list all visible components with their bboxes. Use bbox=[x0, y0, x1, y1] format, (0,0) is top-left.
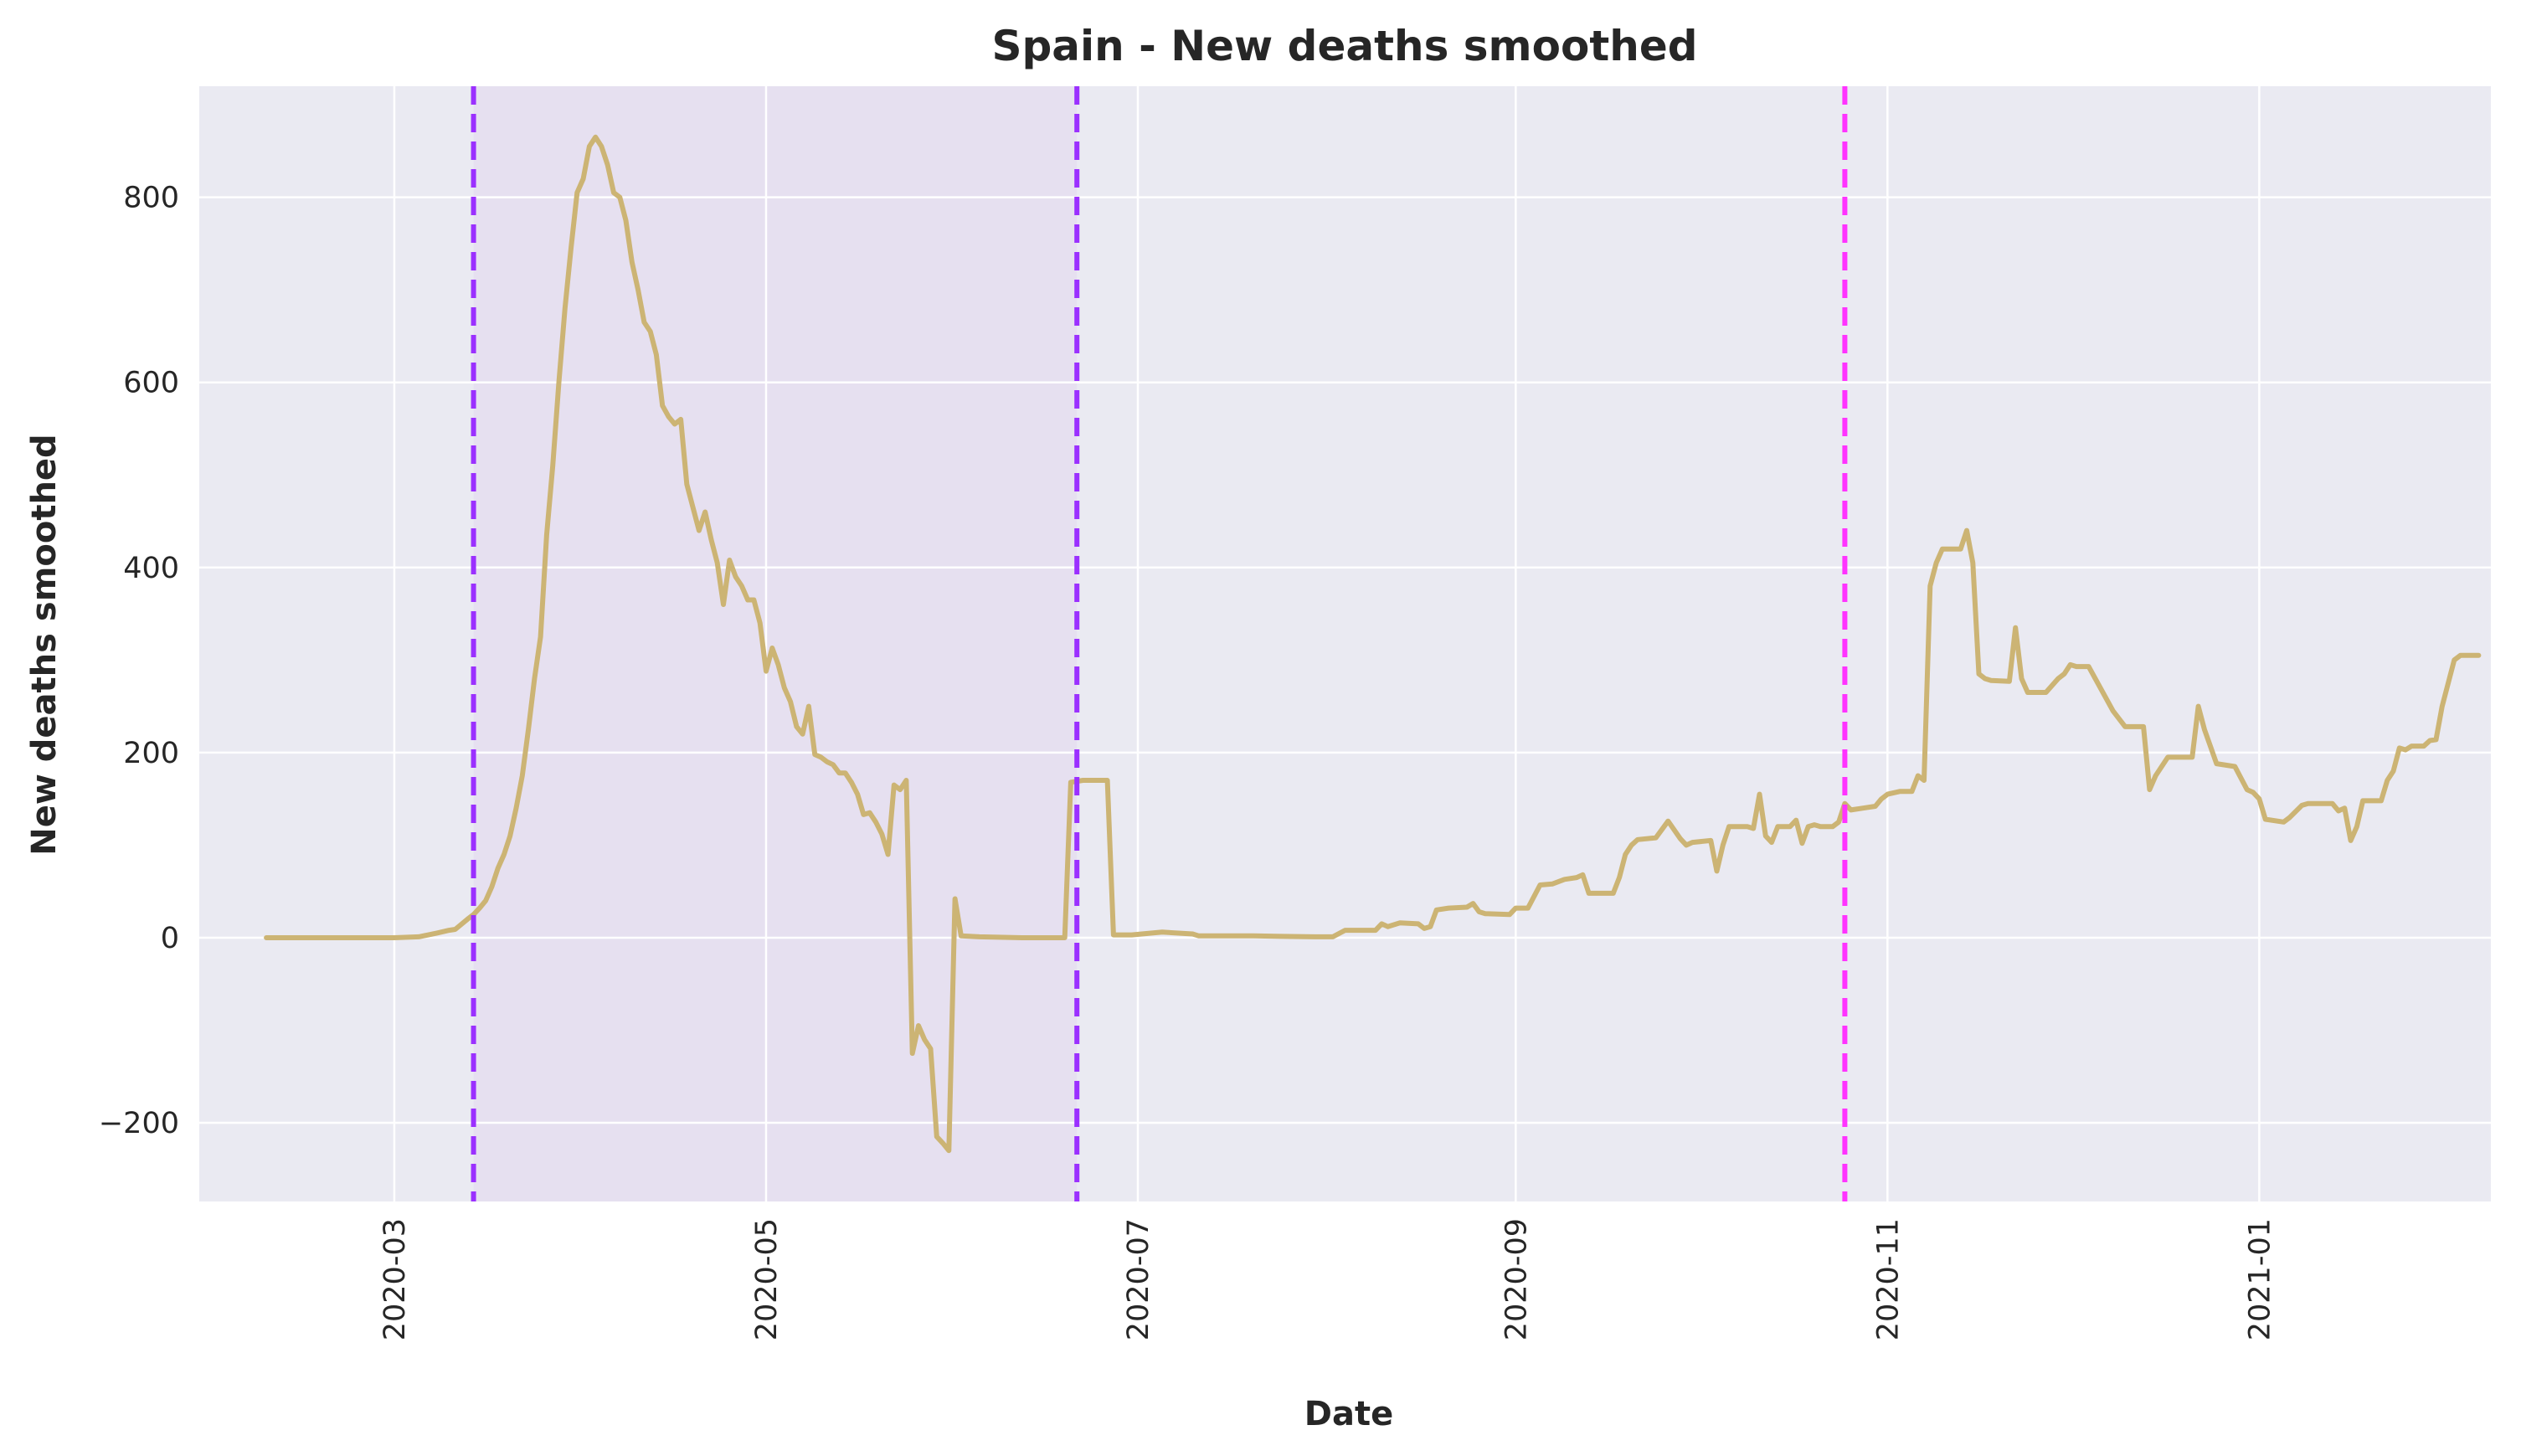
y-tick-label: 0 bbox=[161, 922, 179, 955]
x-tick-label: 2020-05 bbox=[750, 1218, 784, 1340]
y-tick-label: 800 bbox=[123, 182, 179, 215]
series-lines bbox=[264, 134, 2482, 1154]
y-tick-labels: −200 0 200 400 600 800 bbox=[99, 182, 179, 1140]
x-tick-label: 2020-11 bbox=[1871, 1218, 1905, 1340]
series-line bbox=[264, 134, 2482, 1154]
gridlines bbox=[199, 86, 2491, 1201]
y-tick-label: 600 bbox=[123, 367, 179, 400]
x-tick-label: 2020-03 bbox=[378, 1218, 412, 1340]
x-tick-label: 2021-01 bbox=[2243, 1218, 2277, 1340]
chart-title: Spain - New deaths smoothed bbox=[991, 22, 1697, 70]
vertical-lines bbox=[471, 86, 1848, 1201]
y-tick-label: 400 bbox=[123, 552, 179, 585]
y-tick-label: −200 bbox=[99, 1107, 179, 1140]
y-tick-label: 200 bbox=[123, 737, 179, 770]
x-axis-title: Date bbox=[1304, 1395, 1393, 1433]
shaded-region bbox=[473, 86, 1078, 1201]
y-axis-title: New deaths smoothed bbox=[25, 434, 64, 855]
x-tick-label: 2020-09 bbox=[1500, 1218, 1533, 1340]
x-tick-label: 2020-07 bbox=[1122, 1218, 1155, 1340]
x-tick-labels: 2020-03 2020-05 2020-07 2020-09 2020-11 2021-… bbox=[378, 1218, 2277, 1340]
